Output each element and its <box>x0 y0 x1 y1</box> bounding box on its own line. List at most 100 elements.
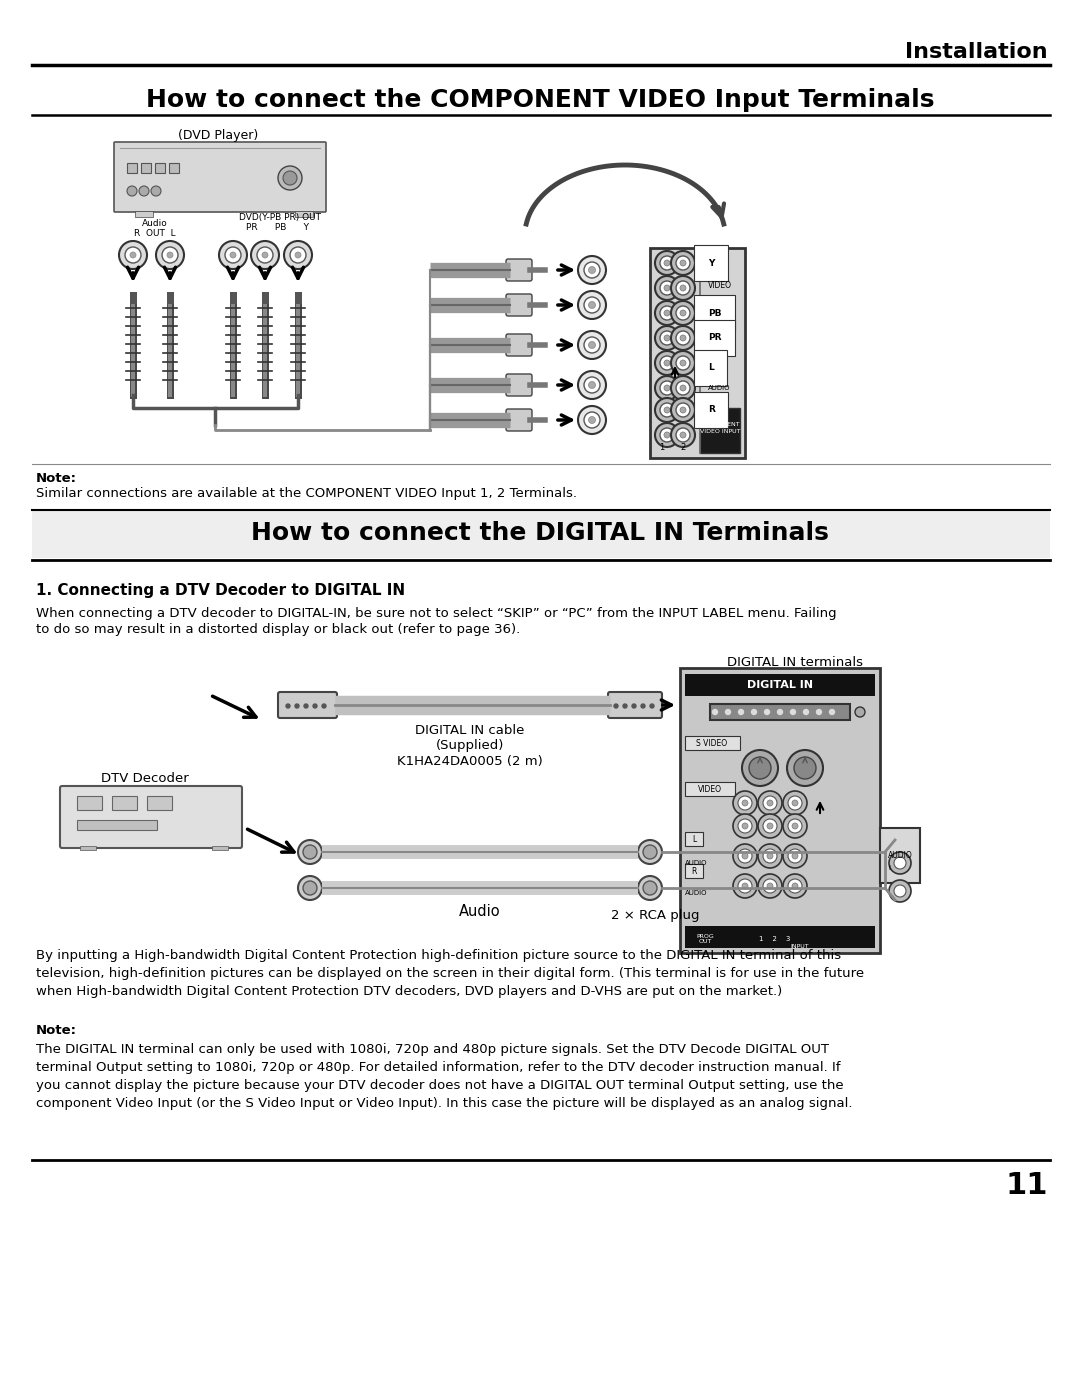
Circle shape <box>894 856 906 869</box>
Circle shape <box>156 242 184 270</box>
Circle shape <box>792 883 798 888</box>
FancyBboxPatch shape <box>114 142 326 212</box>
Circle shape <box>654 351 679 374</box>
Text: INPUT: INPUT <box>791 944 809 950</box>
Bar <box>127 163 137 173</box>
Circle shape <box>742 854 748 859</box>
Circle shape <box>758 844 782 868</box>
Circle shape <box>676 427 690 441</box>
Circle shape <box>322 704 326 708</box>
Circle shape <box>680 335 686 341</box>
Text: PROG
OUT: PROG OUT <box>697 933 714 944</box>
Circle shape <box>783 844 807 868</box>
Text: DIGITAL IN terminals: DIGITAL IN terminals <box>727 655 863 669</box>
FancyBboxPatch shape <box>608 692 662 718</box>
Text: When connecting a DTV decoder to DIGITAL-IN, be sure not to select “SKIP” or “PC: When connecting a DTV decoder to DIGITAL… <box>36 606 837 619</box>
Circle shape <box>643 882 657 895</box>
Circle shape <box>584 337 600 353</box>
Circle shape <box>578 256 606 284</box>
Circle shape <box>589 381 595 388</box>
Bar <box>141 163 151 173</box>
Circle shape <box>664 260 670 265</box>
Circle shape <box>733 791 757 814</box>
Circle shape <box>578 407 606 434</box>
Circle shape <box>713 710 717 714</box>
Circle shape <box>767 823 773 828</box>
Circle shape <box>298 840 322 863</box>
Circle shape <box>738 879 752 893</box>
Circle shape <box>167 251 173 258</box>
Circle shape <box>762 879 777 893</box>
Circle shape <box>680 386 686 391</box>
Circle shape <box>739 710 743 714</box>
Circle shape <box>654 277 679 300</box>
Circle shape <box>726 710 730 714</box>
Circle shape <box>119 242 147 270</box>
Bar <box>880 828 920 883</box>
Circle shape <box>298 876 322 900</box>
Circle shape <box>230 251 237 258</box>
Circle shape <box>676 256 690 270</box>
Circle shape <box>676 402 690 416</box>
Circle shape <box>660 427 674 441</box>
Circle shape <box>623 704 627 708</box>
Bar <box>156 163 165 173</box>
Text: VIDEO: VIDEO <box>698 785 723 793</box>
Text: R: R <box>691 866 697 876</box>
Bar <box>685 673 875 696</box>
Text: (DVD Player): (DVD Player) <box>178 129 258 141</box>
Text: Audio: Audio <box>143 219 167 228</box>
Circle shape <box>151 186 161 196</box>
Circle shape <box>251 242 279 270</box>
Circle shape <box>733 875 757 898</box>
Circle shape <box>589 416 595 423</box>
Circle shape <box>654 326 679 351</box>
Circle shape <box>791 710 796 714</box>
Bar <box>650 249 745 458</box>
Text: By inputting a High-bandwidth Digital Content Protection high-definition picture: By inputting a High-bandwidth Digital Co… <box>36 949 841 961</box>
Circle shape <box>578 331 606 359</box>
Circle shape <box>286 704 291 708</box>
FancyBboxPatch shape <box>507 374 532 395</box>
Text: component Video Input (or the S Video Input or Video Input). In this case the pi: component Video Input (or the S Video In… <box>36 1098 852 1111</box>
Bar <box>112 796 137 810</box>
Text: L: L <box>692 834 697 844</box>
Circle shape <box>742 823 748 828</box>
Text: 11: 11 <box>1005 1171 1048 1200</box>
Bar <box>680 668 880 953</box>
Circle shape <box>762 819 777 833</box>
Circle shape <box>125 247 141 263</box>
Circle shape <box>664 432 670 439</box>
Text: PB: PB <box>708 309 721 317</box>
Circle shape <box>654 251 679 275</box>
FancyBboxPatch shape <box>507 293 532 316</box>
Text: 1: 1 <box>660 443 664 451</box>
Text: How to connect the DIGITAL IN Terminals: How to connect the DIGITAL IN Terminals <box>251 521 829 545</box>
Circle shape <box>783 814 807 838</box>
Bar <box>135 211 153 217</box>
Circle shape <box>733 844 757 868</box>
Circle shape <box>584 377 600 393</box>
Circle shape <box>676 306 690 320</box>
Text: AUDIO: AUDIO <box>685 890 707 895</box>
Circle shape <box>829 710 835 714</box>
Text: Note:: Note: <box>36 1024 77 1037</box>
Circle shape <box>660 381 674 395</box>
FancyBboxPatch shape <box>60 787 242 848</box>
Circle shape <box>671 351 696 374</box>
Text: 1    2    3: 1 2 3 <box>759 936 791 942</box>
Circle shape <box>804 710 809 714</box>
Circle shape <box>758 814 782 838</box>
Bar <box>168 163 179 173</box>
Circle shape <box>284 242 312 270</box>
Circle shape <box>283 170 297 184</box>
Circle shape <box>671 251 696 275</box>
Bar <box>685 833 703 847</box>
Circle shape <box>767 854 773 859</box>
Bar <box>32 510 1050 557</box>
Circle shape <box>664 310 670 316</box>
Circle shape <box>664 335 670 341</box>
Text: to do so may result in a distorted display or black out (refer to page 36).: to do so may result in a distorted displ… <box>36 623 521 636</box>
Circle shape <box>792 823 798 828</box>
Bar <box>685 736 740 750</box>
